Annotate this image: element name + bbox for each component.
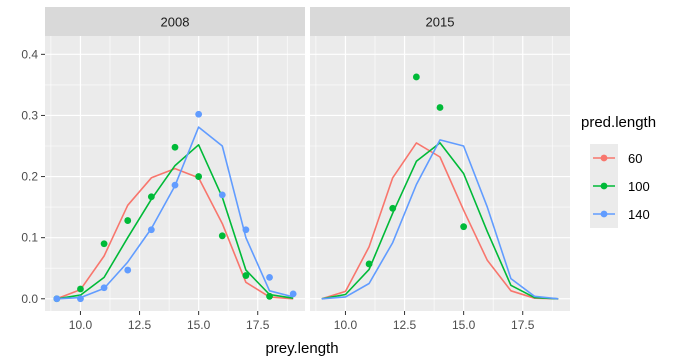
series-line-60 [321,142,559,300]
data-point-100 [436,104,444,111]
legend-label: 100 [628,179,650,194]
data-point-140 [195,110,203,118]
x-tick-label: 10.0 [334,318,358,332]
legend-label: 140 [628,207,650,222]
x-tick-label: 15.0 [452,318,476,332]
y-tick-label: 0.4 [21,47,38,61]
data-point-100 [100,240,108,248]
data-point-100 [195,173,203,180]
data-point-100 [389,204,397,212]
panels-layer: 2008 2015 [45,7,570,311]
data-point-140 [77,295,84,303]
legend-entry-140: 140 [590,200,650,228]
legend-entry-100: 100 [590,172,650,200]
legend: pred.length 60 100 140 [581,114,656,228]
x-tick-label: 12.5 [393,318,417,332]
data-point-140 [289,290,297,298]
data-point-140 [124,266,132,274]
strip-background [310,7,570,36]
y-tick-label: 0.2 [21,170,38,184]
x-tick-label: 17.5 [511,318,535,332]
data-point-140 [266,273,273,281]
strip-label: 2008 [161,15,190,30]
axes-layer: 10.0 12.5 15.0 17.5 10.0 12.5 15.0 17.5 0.0 0.1 0.… [21,47,534,332]
series-line-140 [321,139,559,300]
series-line-60 [56,167,294,300]
data-point-140 [53,295,61,303]
legend-title: pred.length [581,114,656,131]
data-point-140 [242,226,250,234]
data-point-140 [171,181,179,189]
data-point-140 [100,284,108,292]
data-point-100 [460,223,468,231]
data-point-100 [147,193,155,201]
x-tick-label: 12.5 [128,318,152,332]
legend-entry-60: 60 [590,144,642,172]
data-point-100 [77,285,84,293]
data-point-100 [242,272,250,279]
panel-2008: 2008 [45,7,305,311]
panel-background [45,36,305,311]
data-point-100 [266,292,273,300]
data-point-100 [124,217,132,224]
legend-key-point [600,154,608,162]
data-point-100 [365,260,373,268]
strip-label: 2015 [426,15,455,30]
panel-background [310,36,570,311]
strip-background [45,7,305,36]
data-point-100 [171,143,179,151]
legend-key-point [600,182,608,190]
x-axis-title: prey.length [265,340,338,357]
x-tick-label: 17.5 [246,318,270,332]
legend-key-point [600,210,608,218]
series-line-100 [321,142,559,300]
x-tick-label: 15.0 [187,318,211,332]
panel-2015: 2015 [310,7,570,311]
data-point-140 [147,226,155,234]
y-tick-label: 0.0 [21,292,38,306]
data-point-100 [218,232,226,240]
x-tick-label: 10.0 [69,318,93,332]
data-point-140 [218,191,226,199]
legend-label: 60 [628,151,642,166]
data-point-100 [412,73,420,81]
y-tick-label: 0.3 [21,108,38,122]
series-line-100 [56,144,294,300]
y-tick-label: 0.1 [21,231,38,245]
